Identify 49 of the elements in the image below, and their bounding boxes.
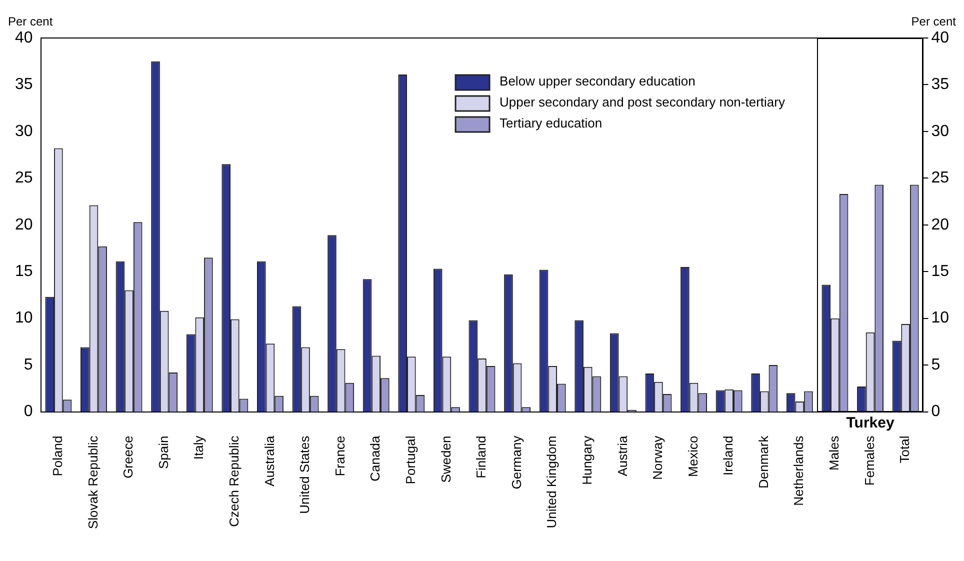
x-tick-label: Hungary	[579, 435, 594, 485]
y-tick-label: 10	[15, 310, 33, 327]
x-tick-label: Netherlands	[791, 435, 806, 506]
x-tick-label: Poland	[50, 436, 66, 476]
x-tick-label: Czech Republic	[226, 435, 242, 527]
y-tick-label: 30	[15, 122, 33, 140]
x-tick-label: Males	[826, 435, 842, 470]
y2-tick-label: 35	[931, 76, 950, 94]
x-tick-label: France	[332, 436, 348, 476]
y2-tick-label: 5	[931, 356, 940, 374]
x-tick-label: Sweden	[438, 436, 454, 483]
x-tick-label: Norway	[650, 435, 666, 480]
text: Turkey	[846, 414, 895, 432]
x-tick-label: United States	[297, 435, 312, 514]
y2-tick-label: 15	[931, 263, 950, 280]
y-tick-label: 35	[15, 76, 33, 94]
y2-tick-label: 10	[931, 310, 950, 327]
y2-axis-title: Per cent	[911, 14, 957, 28]
x-tick-label: Slovak Republic	[85, 435, 100, 530]
x-tick-label: Greece	[120, 436, 136, 478]
x-tick-label: Spain	[156, 436, 171, 470]
y2-tick-label: 30	[931, 122, 950, 140]
x-tick-label: Ireland	[720, 436, 736, 476]
y-axis-title: Per cent	[8, 14, 54, 28]
y-tick-label: 0	[24, 403, 33, 420]
x-tick-label: Italy	[191, 435, 206, 460]
x-tick-label: Mexico	[685, 436, 700, 477]
x-tick-label: Portugal	[402, 436, 418, 484]
y2-tick-label: 0	[931, 403, 940, 420]
y-tick-label: 25	[15, 170, 33, 187]
x-tick-label: Denmark	[756, 435, 771, 489]
y2-tick-label: 40	[931, 29, 950, 46]
y-tick-label: 5	[24, 356, 33, 374]
legend-label: Below upper secondary education	[500, 74, 696, 89]
x-tick-label: Austria	[614, 435, 630, 476]
y-tick-label: 15	[15, 263, 33, 280]
y2-tick-label: 20	[931, 216, 950, 234]
x-tick-label: Germany	[508, 435, 524, 490]
x-tick-label: United Kingdom	[544, 436, 560, 528]
x-tick-label: Australia	[262, 435, 277, 486]
x-tick-label: Canada	[368, 435, 383, 482]
x-tick-label: Females	[862, 435, 877, 486]
legend-label: Tertiary education	[500, 116, 602, 131]
y-tick-label: 20	[15, 216, 33, 234]
y2-tick-label: 25	[931, 170, 950, 187]
y-tick-label: 40	[15, 29, 33, 46]
x-tick-label: Total	[897, 436, 912, 464]
x-tick-label: Finland	[474, 436, 489, 478]
legend-label: Upper secondary and post secondary non-tertiary	[500, 94, 786, 110]
